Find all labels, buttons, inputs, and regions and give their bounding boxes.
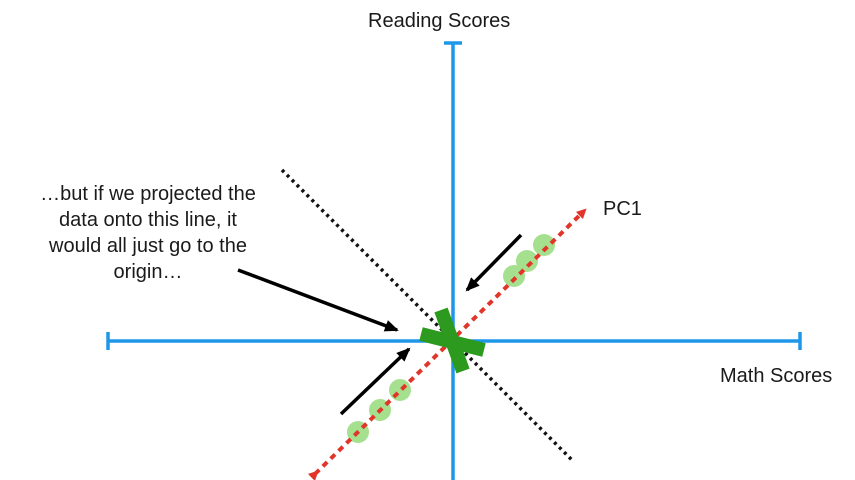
arrow-upper-right bbox=[465, 233, 523, 292]
origin-x-marker bbox=[419, 307, 486, 374]
data-point bbox=[389, 379, 411, 401]
arrow-from-note bbox=[237, 268, 399, 332]
arrow-lower-left bbox=[339, 347, 411, 416]
annotation-text: …but if we projected the data onto this … bbox=[40, 183, 256, 283]
y-axis bbox=[444, 41, 462, 480]
data-point bbox=[533, 234, 555, 256]
data-point bbox=[516, 250, 538, 272]
pc1-label: PC1 bbox=[603, 198, 642, 220]
projection-line bbox=[280, 168, 574, 462]
y-axis-label: Reading Scores bbox=[368, 10, 511, 32]
x-axis-label: Math Scores bbox=[720, 365, 833, 387]
